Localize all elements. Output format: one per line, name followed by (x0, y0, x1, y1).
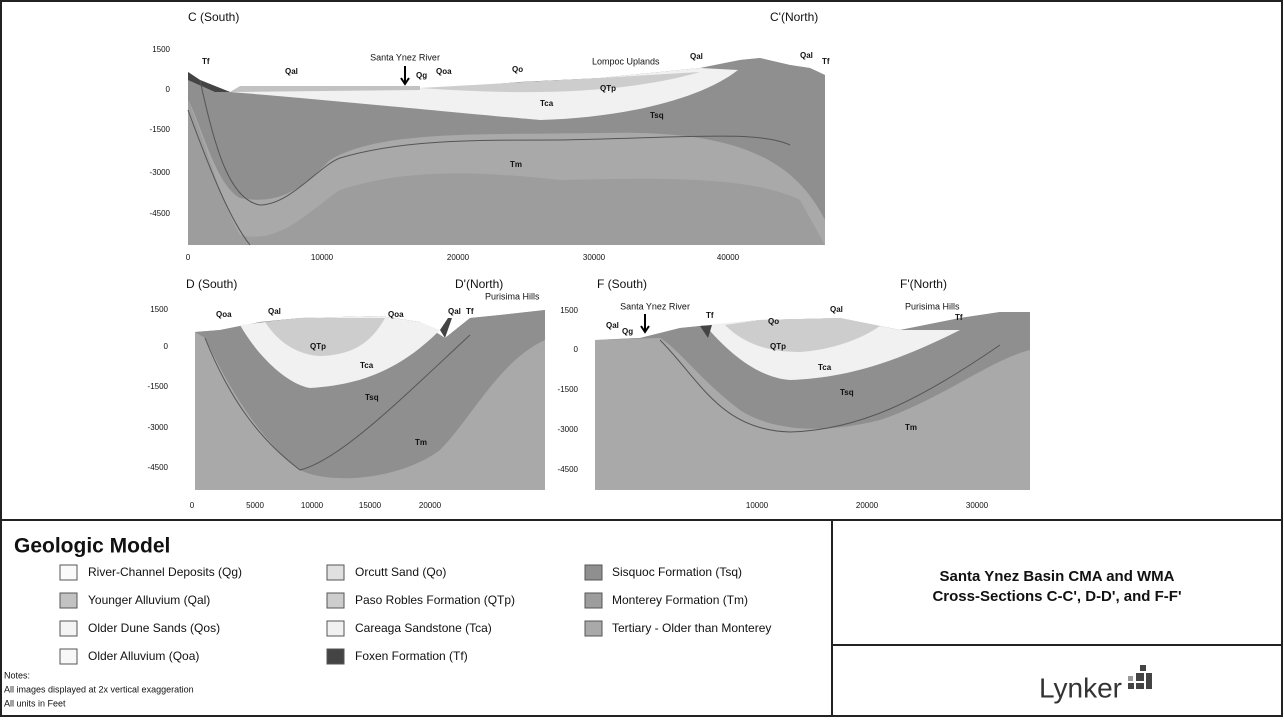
unit-label: QTp (770, 342, 786, 351)
legend-title: Geologic Model (14, 535, 170, 558)
x-tick-label: 20000 (419, 501, 442, 510)
x-tick-label: 10000 (746, 501, 769, 510)
x-tick-label: 20000 (856, 501, 879, 510)
x-tick-label: 0 (190, 501, 195, 510)
y-tick-label: 0 (166, 85, 171, 94)
x-tick-label: 30000 (583, 253, 606, 262)
x-tick-label: 20000 (447, 253, 470, 262)
place-label: Santa Ynez River (370, 52, 440, 62)
y-tick-label: 1500 (152, 45, 170, 54)
unit-label: Qal (268, 307, 281, 316)
legend-label: Tertiary - Older than Monterey (612, 621, 771, 635)
legend-label: Older Dune Sands (Qos) (88, 621, 220, 635)
y-tick-label: -3000 (148, 423, 169, 432)
y-tick-label: -1500 (148, 382, 169, 391)
legend-label: Younger Alluvium (Qal) (88, 593, 210, 607)
note: All images displayed at 2x vertical exag… (4, 684, 194, 694)
page: C (South) C'(North) 1500 0 -1500 -3000 -… (0, 0, 1284, 717)
unit-label: Qoa (436, 67, 452, 76)
y-tick-label: -3000 (558, 425, 579, 434)
unit-label: Tm (905, 423, 917, 432)
section-title: F (South) (597, 277, 647, 291)
legend-label: Careaga Sandstone (Tca) (355, 621, 492, 635)
legend-label: Orcutt Sand (Qo) (355, 565, 446, 579)
place-label: Purisima Hills (485, 291, 540, 301)
y-tick-label: -3000 (150, 168, 171, 177)
section-title: C (South) (188, 10, 239, 24)
section-c (188, 58, 825, 245)
unit-label: Qg (416, 71, 427, 80)
place-label: Purisima Hills (905, 301, 960, 311)
x-tick-label: 30000 (966, 501, 989, 510)
y-tick-label: -4500 (148, 463, 169, 472)
x-tick-label: 10000 (311, 253, 334, 262)
unit-label: Tca (818, 363, 832, 372)
unit-label: Qo (768, 317, 779, 326)
unit-label: Tf (822, 57, 830, 66)
legend-label: River-Channel Deposits (Qg) (88, 565, 242, 579)
y-tick-label: -4500 (150, 209, 171, 218)
unit-label: Tsq (650, 111, 664, 120)
y-tick-label: -1500 (558, 385, 579, 394)
x-tick-label: 40000 (717, 253, 740, 262)
unit-label: Qal (830, 305, 843, 314)
figure-title: Cross-Sections C-C', D-D', and F-F' (932, 588, 1181, 605)
section-title: D'(North) (455, 277, 503, 291)
logo: Lynker (1039, 672, 1122, 703)
x-tick-label: 5000 (246, 501, 264, 510)
unit-label: Tf (706, 311, 714, 320)
x-tick-label: 0 (186, 253, 191, 262)
y-tick-label: 1500 (150, 305, 168, 314)
y-tick-label: 1500 (560, 306, 578, 315)
y-tick-label: -1500 (150, 125, 171, 134)
legend-label: Older Alluvium (Qoa) (88, 649, 199, 663)
unit-label: Qal (448, 307, 461, 316)
unit-label: Qal (690, 52, 703, 61)
unit-label: Tca (360, 361, 374, 370)
unit-label: Qal (800, 51, 813, 60)
unit-label: Tf (466, 307, 474, 316)
section-title: C'(North) (770, 10, 818, 24)
unit-label: Tf (955, 313, 963, 322)
unit-label: Qo (512, 65, 523, 74)
unit-label: Qoa (216, 310, 232, 319)
legend-label: Monterey Formation (Tm) (612, 593, 748, 607)
note: Notes: (4, 670, 30, 680)
x-tick-label: 10000 (301, 501, 324, 510)
unit-label: Tsq (365, 393, 379, 402)
legend-label: Sisquoc Formation (Tsq) (612, 565, 742, 579)
note: All units in Feet (4, 698, 66, 708)
unit-label: Tf (202, 57, 210, 66)
legend-label: Paso Robles Formation (QTp) (355, 593, 515, 607)
x-tick-label: 15000 (359, 501, 382, 510)
y-tick-label: 0 (574, 345, 579, 354)
y-tick-label: -4500 (558, 465, 579, 474)
legend-label: Foxen Formation (Tf) (355, 649, 468, 663)
unit-label: QTp (310, 342, 326, 351)
place-label: Lompoc Uplands (592, 56, 660, 66)
unit-label: Tca (540, 99, 554, 108)
y-tick-label: 0 (164, 342, 169, 351)
section-title: F'(North) (900, 277, 947, 291)
unit-label: Tm (510, 160, 522, 169)
section-f (595, 312, 1030, 490)
unit-label: Qal (606, 321, 619, 330)
section-title: D (South) (186, 277, 237, 291)
unit-label: Tsq (840, 388, 854, 397)
unit-label: QTp (600, 84, 616, 93)
unit-label: Tm (415, 438, 427, 447)
figure-title: Santa Ynez Basin CMA and WMA (939, 568, 1174, 585)
unit-label: Qal (285, 67, 298, 76)
unit-label: Qoa (388, 310, 404, 319)
place-label: Santa Ynez River (620, 301, 690, 311)
unit-label: Qg (622, 327, 633, 336)
